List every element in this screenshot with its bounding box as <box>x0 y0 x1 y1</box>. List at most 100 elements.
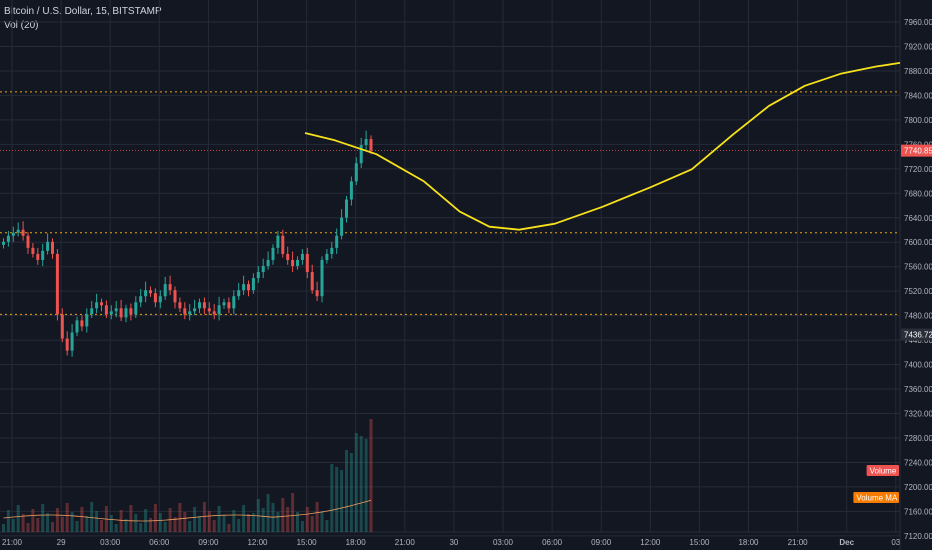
candle-body <box>227 302 231 309</box>
y-tick-label: 7160.00 <box>904 507 932 516</box>
x-tick-label: 12:00 <box>640 538 661 547</box>
volume-pane-tag-label: Volume <box>870 467 897 476</box>
volume-bar <box>242 505 246 532</box>
candle-body <box>51 241 54 254</box>
candle-body <box>310 272 314 291</box>
volume-bar <box>100 520 103 532</box>
volume-bar <box>251 513 255 532</box>
y-tick-label: 7600.00 <box>904 238 932 247</box>
x-tick-label: 15:00 <box>689 538 710 547</box>
candle-body <box>183 308 187 315</box>
volume-bar <box>276 512 280 532</box>
y-tick-label: 7560.00 <box>904 263 932 272</box>
volume-bar <box>6 510 10 532</box>
volume-bar <box>11 519 15 532</box>
volume-pane-tag <box>866 465 899 476</box>
volume-bar <box>291 493 295 532</box>
price-tag-label: 7740.85 <box>904 147 932 156</box>
volume-bar <box>198 516 201 532</box>
y-tick-label: 7360.00 <box>904 385 932 394</box>
volume-bar <box>340 470 344 532</box>
y-tick-label: 7280.00 <box>904 434 932 443</box>
volume-bar <box>296 512 299 532</box>
volume-bar <box>139 523 143 532</box>
candle-body <box>36 253 40 260</box>
volume-bar <box>90 502 94 532</box>
y-tick-label: 7920.00 <box>904 42 932 51</box>
y-tick-label: 7440.00 <box>904 336 932 345</box>
volume-bar <box>207 511 211 532</box>
candle-body <box>320 259 324 297</box>
candle-body <box>369 139 373 151</box>
candle-body <box>104 305 108 315</box>
volume-bar <box>188 521 192 532</box>
volume-bar <box>212 520 216 532</box>
y-tick-label: 7840.00 <box>904 91 932 100</box>
volume-bar <box>369 419 373 532</box>
candle-body <box>364 139 368 146</box>
volume-bar <box>153 504 157 532</box>
candle-body <box>198 302 201 309</box>
volume-bar <box>129 505 133 532</box>
volume-bar <box>237 519 241 532</box>
candle-body <box>256 272 260 279</box>
volume-bar <box>46 513 50 532</box>
volume-indicator-label[interactable]: Vol (20) <box>4 20 39 31</box>
volume-bar <box>310 516 314 532</box>
y-tick-label: 7880.00 <box>904 67 932 76</box>
candle-body <box>202 302 206 309</box>
candle-body <box>21 229 25 236</box>
y-tick-label: 7200.00 <box>904 483 932 492</box>
x-tick-label: 03:00 <box>100 538 121 547</box>
price-tag <box>901 144 932 157</box>
x-tick-label: 21:00 <box>2 538 23 547</box>
candle-body <box>286 253 290 260</box>
volume-bar <box>247 514 250 532</box>
candle-body <box>134 302 138 315</box>
candle-body <box>95 302 99 309</box>
volume-bar <box>315 502 319 532</box>
candle-body <box>325 253 329 260</box>
price-tag <box>901 328 932 341</box>
x-tick-label: 30 <box>449 538 458 547</box>
candle-body <box>354 163 358 182</box>
volume-bar <box>217 506 221 532</box>
candle-body <box>349 181 353 200</box>
volume-bar <box>51 522 54 532</box>
volume-bar <box>144 509 148 532</box>
candle-body <box>168 284 172 291</box>
y-tick-label: 7240.00 <box>904 458 932 467</box>
volume-bar <box>183 512 187 532</box>
x-tick-label: 09:00 <box>198 538 219 547</box>
candle-body <box>222 302 226 306</box>
volume-bar <box>335 467 339 532</box>
candle-body <box>11 232 15 236</box>
candle-body <box>70 332 74 351</box>
volume-bar <box>31 509 35 532</box>
candle-body <box>158 296 162 303</box>
volume-bar <box>354 433 358 532</box>
volume-bar <box>21 514 25 532</box>
volume-bar <box>232 510 236 532</box>
volume-bar <box>193 507 197 532</box>
volume-bar <box>325 520 329 532</box>
candle-body <box>271 247 275 260</box>
volume-bar <box>163 522 167 532</box>
candle-body <box>305 253 309 273</box>
candle-body <box>31 247 35 254</box>
volume-bar <box>65 503 69 532</box>
volume-bar <box>261 508 265 532</box>
x-tick-label: 06:00 <box>542 538 563 547</box>
x-tick-label: 21:00 <box>395 538 416 547</box>
volume-bar <box>124 519 128 532</box>
candle-body <box>173 290 177 303</box>
volume-bar <box>16 505 20 532</box>
y-tick-label: 7640.00 <box>904 214 932 223</box>
candle-body <box>217 305 221 315</box>
candle-body <box>144 290 148 297</box>
volume-bar <box>158 513 162 532</box>
volume-bar <box>281 498 285 532</box>
candle-body <box>315 290 319 297</box>
volume-bar <box>36 518 40 532</box>
